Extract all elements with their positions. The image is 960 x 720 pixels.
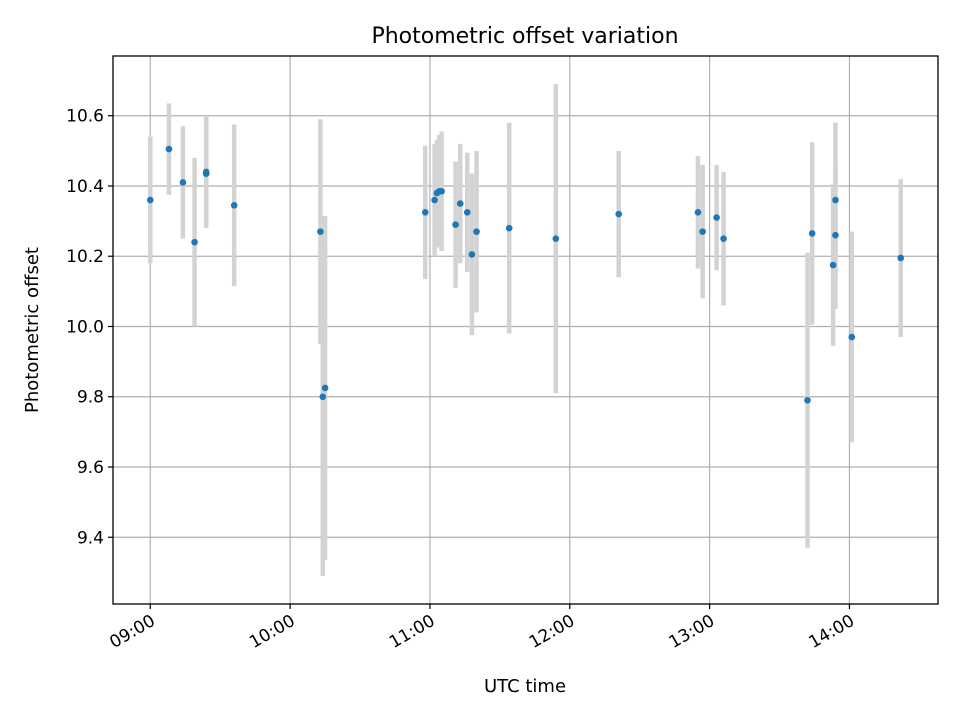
data-point — [832, 196, 839, 204]
data-point — [713, 214, 720, 221]
x-axis-label: UTC time — [484, 676, 566, 697]
chart-title: Photometric offset variation — [371, 24, 678, 49]
y-tick-label: 10.6 — [66, 107, 104, 127]
data-points — [146, 145, 905, 404]
data-point — [468, 251, 476, 258]
y-tick-label: 9.6 — [77, 458, 104, 478]
data-point — [832, 231, 839, 239]
y-axis-label: Photometric offset — [22, 247, 43, 413]
y-axis-ticks: 9.4 9.6 9.8 10.0 10.2 10.4 10.6 — [66, 107, 113, 548]
y-tick-label: 9.8 — [77, 388, 104, 408]
data-point — [699, 228, 706, 235]
y-tick-label: 10.4 — [66, 177, 104, 197]
x-tick-label: 11:00 — [386, 611, 438, 653]
data-point — [848, 333, 856, 341]
data-point — [473, 228, 480, 235]
x-tick-label: 10:00 — [246, 611, 298, 653]
x-tick-label: 09:00 — [106, 611, 158, 653]
data-point — [165, 145, 173, 153]
data-point — [463, 209, 471, 216]
x-tick-label: 12:00 — [526, 611, 578, 653]
data-point — [505, 224, 513, 232]
grid-lines — [113, 56, 938, 604]
x-tick-label: 13:00 — [666, 611, 718, 653]
plot-frame — [112, 55, 939, 605]
data-point — [438, 187, 445, 195]
y-tick-label: 9.4 — [77, 528, 104, 548]
y-tick-label: 10.2 — [66, 247, 104, 267]
data-point — [319, 393, 327, 401]
data-point — [615, 210, 623, 218]
data-point — [804, 396, 811, 404]
x-tick-label: 14:00 — [806, 611, 858, 653]
data-point — [808, 230, 816, 237]
data-point — [552, 235, 560, 242]
y-tick-label: 10.0 — [66, 317, 104, 337]
data-point — [694, 209, 702, 216]
data-point — [202, 168, 210, 176]
data-point — [431, 196, 438, 204]
data-point — [720, 235, 727, 242]
data-point — [191, 238, 198, 246]
data-point — [179, 179, 187, 186]
data-point — [317, 228, 324, 235]
data-point — [897, 254, 905, 262]
data-point — [829, 261, 837, 269]
data-point — [146, 196, 154, 204]
error-bars — [148, 84, 903, 576]
x-axis-ticks: 09:00 10:00 11:00 12:00 13:00 14:00 — [106, 604, 858, 653]
data-point — [452, 221, 459, 228]
data-point — [421, 209, 429, 216]
data-point — [456, 200, 464, 207]
data-point — [321, 384, 329, 392]
data-point — [230, 201, 238, 209]
